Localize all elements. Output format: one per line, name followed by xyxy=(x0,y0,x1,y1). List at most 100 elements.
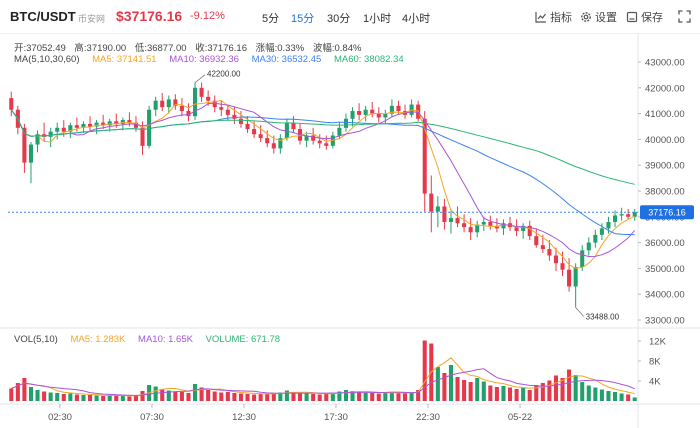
candle-body xyxy=(442,206,447,222)
candle-body xyxy=(160,100,165,108)
candle-body xyxy=(22,127,27,163)
ma30-value: MA30: 36532.45 xyxy=(251,54,322,65)
time-axis-label: 22:30 xyxy=(416,412,440,423)
volume-bar xyxy=(357,392,362,401)
vol-label: VOL(5,10) xyxy=(14,334,58,345)
volume-bar xyxy=(28,387,34,401)
ma5-value: MA5: 37141.51 xyxy=(92,54,157,65)
volume-bar xyxy=(475,378,480,401)
candle-body xyxy=(192,87,198,117)
candle-body xyxy=(114,121,119,124)
candle-body xyxy=(560,263,565,270)
save-button[interactable]: 保存 xyxy=(626,9,663,25)
volume-ma10-line xyxy=(11,368,635,396)
candle-body xyxy=(68,125,73,132)
volume-bar xyxy=(94,395,99,401)
interval-15m[interactable]: 15分 xyxy=(291,13,315,25)
candle-body xyxy=(521,225,526,231)
volume-bar xyxy=(626,394,631,401)
interval-4h[interactable]: 4小时 xyxy=(402,13,431,25)
candle-body xyxy=(363,109,368,115)
candle-body xyxy=(435,206,440,212)
volume-bar xyxy=(580,382,585,401)
candle-body xyxy=(422,118,427,194)
candle-body xyxy=(173,99,178,106)
top-toolbar: BTC/USDT 币安网 $37176.16 -9.12% 5分 15分 30分… xyxy=(0,0,700,34)
price-axis-label: 41000.00 xyxy=(645,109,685,120)
volume-bar xyxy=(68,393,73,401)
time-axis-label: 12:30 xyxy=(232,412,256,423)
price-axis-label: 38000.00 xyxy=(645,187,685,198)
settings-label: 设置 xyxy=(595,12,617,24)
price-axis-label: 33000.00 xyxy=(645,316,685,327)
interval-1h[interactable]: 1小时 xyxy=(363,13,392,25)
candle-body xyxy=(284,122,289,139)
volume-bar xyxy=(42,391,47,401)
time-axis-label: 07:30 xyxy=(140,412,164,423)
candle-body xyxy=(87,123,93,127)
current-price-tag xyxy=(640,205,694,220)
ma-legend: MA(5,10,30,60) MA5: 37141.51 MA10: 36932… xyxy=(14,54,414,65)
fullscreen-icon[interactable] xyxy=(678,10,691,23)
candle-body xyxy=(475,224,480,233)
volume-bar xyxy=(140,391,145,401)
candle-body xyxy=(324,143,329,146)
volume-bar xyxy=(271,393,276,401)
volume-bar xyxy=(606,391,611,401)
candle-body xyxy=(370,109,375,114)
volume-bar xyxy=(238,393,244,401)
candle-body xyxy=(337,127,342,136)
candle-body xyxy=(632,212,637,217)
candle-body xyxy=(612,215,618,222)
candle-body xyxy=(101,122,106,126)
volume-bar xyxy=(632,397,637,401)
volume-bar xyxy=(297,393,303,401)
interval-30m[interactable]: 30分 xyxy=(327,13,351,25)
candle-body xyxy=(540,245,545,250)
price-axis-label: 39000.00 xyxy=(645,161,685,172)
indicator-icon xyxy=(535,12,546,23)
candle-body xyxy=(580,250,585,268)
indicator-label: 指标 xyxy=(550,12,572,24)
volume-axis-label: 8K xyxy=(649,357,661,368)
volume-axis-label: 12K xyxy=(649,337,667,348)
candle-body xyxy=(383,113,388,118)
candle-body xyxy=(166,99,171,108)
candle-body xyxy=(186,111,191,117)
volume-bar xyxy=(258,393,263,401)
volume-bar xyxy=(567,369,572,401)
last-price: $37176.16 xyxy=(116,8,183,24)
volume-bar xyxy=(192,384,198,401)
candle-body xyxy=(252,129,257,135)
volume-bar xyxy=(206,390,211,401)
candle-body xyxy=(429,193,434,212)
candle-body xyxy=(448,218,454,222)
settings-button[interactable]: 设置 xyxy=(580,9,617,25)
volume-bar xyxy=(527,390,532,401)
volume-bar xyxy=(35,390,40,401)
price-axis-label: 34000.00 xyxy=(645,290,685,301)
interval-5m[interactable]: 5分 xyxy=(262,13,280,25)
ma60-line xyxy=(10,109,635,185)
indicator-button[interactable]: 指标 xyxy=(535,9,572,25)
volume-bar xyxy=(87,395,93,401)
candle-body xyxy=(494,225,499,229)
pair-title[interactable]: BTC/USDT xyxy=(10,9,76,24)
low-marker-leader xyxy=(575,307,584,317)
candle-body xyxy=(212,100,217,108)
volume-bar xyxy=(284,390,289,401)
candle-body xyxy=(9,98,14,110)
volume-bar xyxy=(540,383,545,401)
volume-bar xyxy=(599,389,604,401)
volume-bar xyxy=(435,367,440,401)
volume-bar xyxy=(376,393,381,401)
candle-body xyxy=(265,138,270,144)
candle-body xyxy=(343,118,349,128)
candle-body xyxy=(573,267,578,287)
volume-bar xyxy=(304,393,309,401)
volume-bar xyxy=(133,395,139,401)
volume-bar xyxy=(481,381,486,401)
high-marker-leader xyxy=(194,74,206,83)
volume-bar xyxy=(186,393,191,401)
